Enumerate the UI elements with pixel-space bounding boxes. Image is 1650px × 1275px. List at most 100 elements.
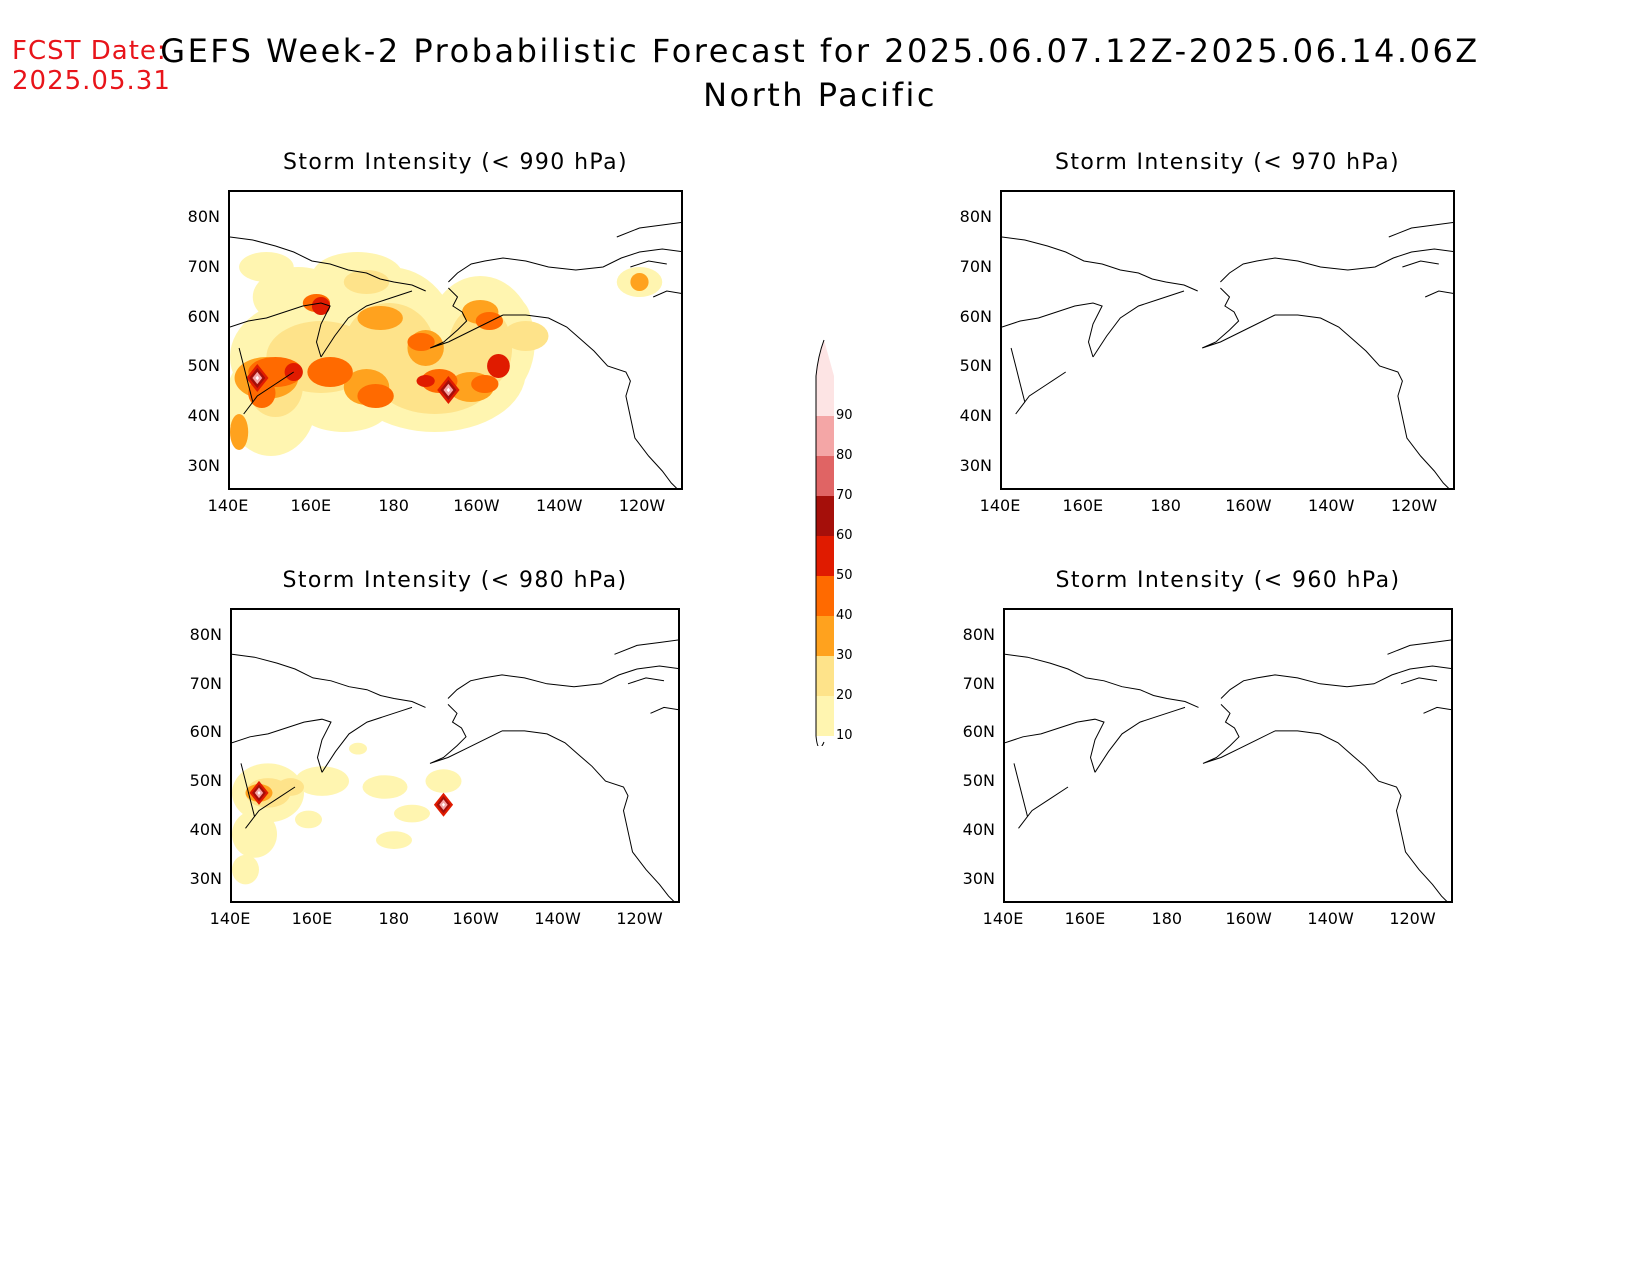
map-frame bbox=[230, 608, 680, 903]
coastline bbox=[1400, 677, 1438, 685]
coastline bbox=[429, 704, 503, 764]
longitude-label: 140W bbox=[1307, 909, 1354, 928]
map-frame bbox=[1000, 190, 1455, 490]
latitude-label: 80N bbox=[962, 624, 995, 644]
coastline bbox=[1424, 290, 1453, 298]
probability-contour bbox=[232, 854, 259, 885]
latitude-label: 70N bbox=[959, 256, 992, 276]
probability-contour bbox=[295, 766, 349, 796]
colorbar-top-arrow bbox=[816, 340, 834, 376]
probability-contour bbox=[362, 775, 408, 799]
coastline bbox=[650, 706, 678, 714]
probability-maximum bbox=[257, 790, 261, 795]
coastline bbox=[238, 347, 294, 415]
colorbar-swatch bbox=[816, 576, 834, 616]
coastline bbox=[1423, 706, 1451, 714]
longitude-label: 160E bbox=[1062, 496, 1104, 515]
latitude-label: 40N bbox=[189, 820, 222, 840]
coastline bbox=[232, 718, 332, 773]
latitude-label: 60N bbox=[189, 722, 222, 742]
colorbar-tick-label: 40 bbox=[836, 608, 853, 623]
colorbar-swatch bbox=[816, 656, 834, 696]
colorbar-tick-label: 20 bbox=[836, 688, 853, 703]
latitude-label: 70N bbox=[962, 673, 995, 693]
colorbar-swatch bbox=[816, 416, 834, 456]
map-canvas bbox=[1005, 639, 1451, 901]
panel-title: Storm Intensity (< 980 hPa) bbox=[282, 568, 628, 593]
latitude-label: 60N bbox=[959, 306, 992, 326]
latitude-label: 50N bbox=[962, 771, 995, 791]
coastline bbox=[616, 222, 681, 238]
longitude-label: 160E bbox=[291, 909, 333, 928]
map-frame bbox=[228, 190, 683, 490]
probability-contour bbox=[343, 270, 390, 294]
latitude-label: 50N bbox=[189, 771, 222, 791]
coastline bbox=[1002, 236, 1198, 292]
longitude-label: 140E bbox=[207, 496, 249, 515]
latitude-label: 80N bbox=[189, 624, 222, 644]
longitude-label: 120W bbox=[1389, 909, 1436, 928]
colorbar-tick-label: 10 bbox=[836, 728, 853, 743]
panel-title: Storm Intensity (< 970 hPa) bbox=[1055, 150, 1400, 175]
longitude-label: 120W bbox=[618, 496, 666, 515]
colorbar-swatch bbox=[816, 496, 834, 536]
latitude-label: 60N bbox=[962, 722, 995, 742]
longitude-label: 140W bbox=[1308, 496, 1355, 515]
probability-contour bbox=[471, 375, 499, 393]
colorbar-tick-label: 50 bbox=[836, 568, 853, 583]
coastline bbox=[447, 665, 678, 699]
latitude-label: 60N bbox=[187, 306, 220, 326]
longitude-label: 160W bbox=[1225, 909, 1272, 928]
colorbar-tick-label: 90 bbox=[836, 408, 853, 423]
longitude-label: 120W bbox=[1390, 496, 1438, 515]
probability-contour bbox=[376, 831, 412, 849]
probability-contour bbox=[230, 414, 249, 450]
coastline bbox=[429, 287, 504, 349]
latitude-label: 40N bbox=[959, 406, 992, 426]
latitude-label: 40N bbox=[962, 820, 995, 840]
colorbar-tick-label: 30 bbox=[836, 648, 853, 663]
probability-contour bbox=[475, 312, 503, 330]
probability-contour bbox=[349, 742, 367, 755]
coastline bbox=[232, 653, 426, 708]
colorbar-swatch bbox=[816, 696, 834, 736]
probability-colorbar bbox=[815, 339, 834, 746]
panel-title: Storm Intensity (< 960 hPa) bbox=[1055, 568, 1401, 593]
coastline bbox=[627, 677, 665, 685]
colorbar-tick-label: 60 bbox=[836, 528, 853, 543]
longitude-label: 180 bbox=[378, 909, 410, 928]
colorbar-outline bbox=[815, 339, 825, 746]
latitude-label: 80N bbox=[187, 207, 220, 226]
probability-contour bbox=[407, 333, 435, 351]
coastline bbox=[320, 290, 413, 358]
coastline bbox=[614, 639, 678, 655]
region-subtitle: North Pacific bbox=[703, 76, 937, 114]
latitude-label: 40N bbox=[187, 406, 220, 426]
colorbar-swatch bbox=[816, 536, 834, 576]
map-frame bbox=[1003, 608, 1453, 903]
colorbar-tick-label: 70 bbox=[836, 488, 853, 503]
longitude-label: 160W bbox=[1225, 496, 1272, 515]
coastline bbox=[652, 290, 681, 298]
probability-contour bbox=[357, 384, 394, 408]
coastline bbox=[1005, 653, 1199, 708]
longitude-label: 120W bbox=[616, 909, 663, 928]
probability-contour bbox=[311, 297, 331, 315]
latitude-label: 50N bbox=[187, 356, 220, 376]
probability-contour bbox=[232, 810, 277, 858]
coastline bbox=[1002, 302, 1103, 358]
colorbar-swatch bbox=[816, 376, 834, 416]
colorbar-tick-label: 80 bbox=[836, 448, 853, 463]
coastline bbox=[1402, 260, 1439, 268]
coastline bbox=[502, 730, 675, 901]
coastline bbox=[448, 248, 681, 283]
coastline bbox=[321, 706, 413, 773]
latitude-label: 30N bbox=[959, 456, 992, 475]
coastline bbox=[1275, 730, 1448, 901]
longitude-label: 140E bbox=[979, 496, 1021, 515]
longitude-label: 180 bbox=[1151, 909, 1183, 928]
coastline bbox=[1387, 639, 1451, 655]
latitude-label: 70N bbox=[187, 256, 220, 276]
latitude-label: 70N bbox=[189, 673, 222, 693]
latitude-label: 30N bbox=[962, 869, 995, 889]
